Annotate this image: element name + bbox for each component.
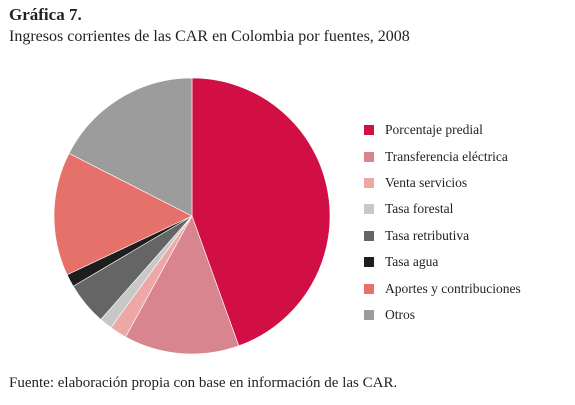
legend-label: Aportes y contribuciones: [385, 280, 521, 296]
legend-item-tasa-agua: Tasa agua: [364, 249, 521, 275]
pie-slices: [53, 77, 331, 355]
legend-label: Porcentaje predial: [385, 122, 483, 138]
pie-slice-aportes-y-contribuciones: [53, 152, 193, 276]
pie-slice-transferencia-electrica: [125, 215, 240, 355]
legend-label: Tasa retributiva: [385, 227, 470, 243]
legend-swatch: [364, 204, 374, 215]
legend-label: Venta servicios: [385, 174, 468, 190]
legend-swatch: [364, 151, 374, 162]
legend-item-tasa-forestal: Tasa forestal: [364, 196, 521, 222]
legend-label: Tasa forestal: [385, 201, 454, 217]
legend-swatch: [364, 125, 374, 136]
pie-slice-otros: [68, 77, 193, 217]
legend-item-otros: Otros: [364, 302, 521, 328]
chart-heading: Gráfica 7.: [9, 5, 82, 24]
legend-label: Transferencia eléctrica: [385, 148, 508, 164]
legend-item-porcentaje-predial: Porcentaje predial: [364, 117, 521, 143]
legend-label: Otros: [385, 306, 415, 322]
legend-swatch: [364, 230, 374, 241]
legend-swatch: [364, 283, 374, 294]
legend-item-venta-servicios: Venta servicios: [364, 170, 521, 196]
legend-swatch: [364, 177, 374, 188]
chart-legend: Porcentaje predial Transferencia eléctri…: [364, 117, 521, 328]
legend-label: Tasa agua: [385, 254, 439, 270]
legend-item-aportes-y-contribuciones: Aportes y contribuciones: [364, 275, 521, 301]
source-note: Fuente: elaboración propia con base en i…: [9, 375, 398, 391]
legend-swatch: [364, 257, 374, 268]
legend-item-tasa-retributiva: Tasa retributiva: [364, 223, 521, 249]
pie-slice-porcentaje-predial: [191, 77, 331, 347]
legend-swatch: [364, 309, 374, 320]
legend-item-transferencia-electrica: Transferencia eléctrica: [364, 143, 521, 169]
chart-subtitle: Ingresos corrientes de las CAR en Colomb…: [9, 28, 410, 45]
